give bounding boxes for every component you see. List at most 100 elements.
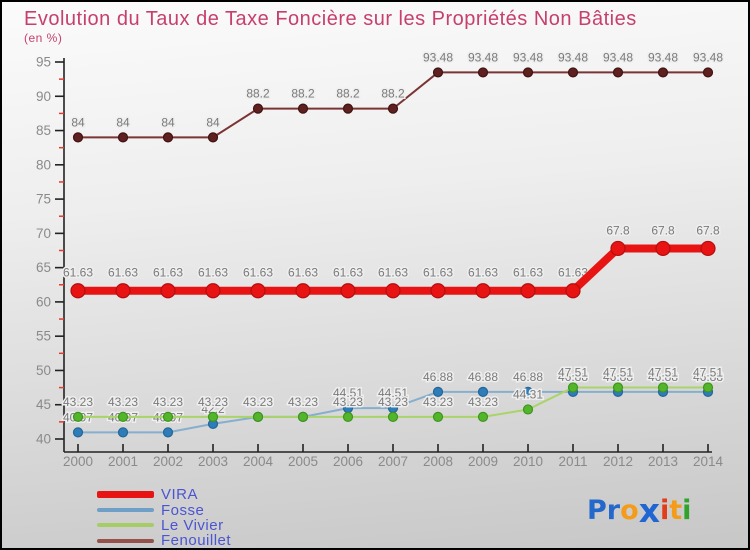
data-point-marker (70, 283, 86, 299)
legend-label: VIRA (161, 486, 199, 504)
data-point-marker (297, 411, 309, 422)
x-axis-tick-label: 2011 (558, 454, 587, 469)
data-point-label: 47.51 (558, 366, 588, 380)
data-point-label: 61.63 (243, 266, 273, 280)
legend-item: Le Vivier (97, 518, 231, 533)
data-point-marker (432, 386, 444, 397)
chart-legend: VIRA Fosse Le Vivier Fenouillet (97, 486, 231, 548)
data-point-label: 88.2 (381, 87, 405, 101)
data-point-marker (700, 240, 716, 257)
logo-letter: x (638, 491, 660, 530)
data-point-marker (520, 283, 536, 299)
data-point-marker (250, 283, 266, 299)
data-point-label: 88.2 (246, 87, 270, 101)
data-point-marker (207, 132, 219, 143)
data-point-label: 46.88 (603, 370, 633, 384)
data-point-label: 84 (71, 115, 85, 129)
data-point-marker (612, 382, 624, 393)
data-point-marker (477, 411, 489, 422)
legend-swatch (97, 508, 154, 513)
data-point-label: 46.88 (468, 370, 498, 384)
series-fenouillet: 84 84 84 84 88.2 88.2 88.2 88.2 93.48 93.48 93.48 9… (70, 49, 725, 143)
data-point-marker (387, 411, 399, 422)
data-point-label: 61.63 (378, 266, 408, 280)
data-point-label: 84 (161, 115, 175, 129)
y-axis-tick-label: 50 (36, 363, 51, 378)
data-point-marker (117, 427, 129, 438)
x-axis-tick-label: 2013 (648, 454, 678, 469)
data-point-label: 88.2 (336, 87, 360, 101)
data-point-label: 47.51 (603, 366, 633, 380)
data-point-marker (205, 283, 221, 299)
data-point-label: 46.88 (423, 370, 453, 384)
data-point-marker (72, 132, 84, 143)
data-point-label: 93.48 (693, 50, 723, 64)
legend-label: Fosse (161, 501, 205, 519)
data-point-label: 93.48 (513, 50, 543, 64)
data-point-label: 84 (206, 115, 220, 129)
data-point-label: 61.63 (288, 266, 318, 280)
data-point-label: 61.63 (558, 266, 588, 280)
data-point-marker (657, 67, 669, 78)
logo-letter: t (669, 495, 683, 526)
data-point-marker (387, 103, 399, 114)
x-axis-tick-label: 2010 (513, 454, 543, 469)
x-axis-tick-label: 2012 (603, 454, 633, 469)
data-point-label: 43.23 (243, 395, 273, 409)
data-point-label: 67.8 (696, 223, 720, 237)
data-point-marker (162, 427, 174, 438)
data-point-label: 43.23 (63, 395, 93, 409)
data-point-label: 44.51 (378, 386, 408, 400)
logo-letter: r (606, 495, 621, 526)
legend-item: Fosse (97, 501, 231, 519)
data-point-marker (567, 67, 579, 78)
data-point-marker (567, 382, 579, 393)
data-point-label: 61.63 (468, 266, 498, 280)
data-point-marker (252, 103, 264, 114)
data-point-marker (252, 411, 264, 422)
series-le-vivier: 43.23 43.23 43.23 43.23 43.23 43.23 43.23 43.23… (61, 364, 725, 422)
data-point-marker (207, 411, 219, 422)
legend-swatch (97, 538, 154, 543)
y-axis-tick-label: 40 (36, 432, 51, 447)
data-point-label: 44.31 (513, 387, 543, 401)
data-point-label: 93.48 (423, 50, 453, 64)
y-axis-tick-label: 45 (36, 397, 51, 412)
data-point-label: 46.88 (693, 370, 723, 384)
data-point-marker (522, 67, 534, 78)
proxiti-logo: Proxiti (587, 494, 691, 527)
data-point-marker (702, 67, 714, 78)
data-point-label: 67.8 (606, 223, 630, 237)
data-point-marker (340, 283, 356, 299)
data-point-label: 43.23 (378, 395, 408, 409)
x-axis-tick-label: 2001 (108, 454, 138, 469)
legend-item: Fenouillet (97, 533, 231, 548)
data-point-label: 88.2 (291, 87, 315, 101)
data-point-marker (72, 411, 84, 422)
legend-swatch (97, 491, 154, 499)
data-point-label: 61.63 (333, 266, 363, 280)
data-point-label: 47.51 (693, 366, 723, 380)
data-point-label: 67.8 (651, 223, 675, 237)
data-point-label: 61.63 (513, 266, 543, 280)
data-point-marker (115, 283, 131, 299)
y-axis-tick-label: 95 (36, 55, 51, 70)
data-point-marker (655, 240, 671, 257)
data-point-label: 61.63 (423, 266, 453, 280)
data-point-label: 43.23 (288, 395, 318, 409)
data-point-label: 61.63 (108, 266, 138, 280)
data-point-label: 44.51 (333, 386, 363, 400)
data-point-label: 93.48 (648, 50, 678, 64)
data-point-marker (342, 411, 354, 422)
data-point-label: 42.2 (201, 402, 225, 416)
data-point-label: 43.23 (243, 395, 273, 409)
logo-letter: i (659, 495, 670, 526)
data-point-marker (72, 427, 84, 438)
x-axis-tick-label: 2014 (693, 454, 724, 469)
data-point-marker (610, 240, 626, 257)
x-axis-tick-label: 2005 (288, 454, 318, 469)
page-title: Evolution du Taux de Taxe Foncière sur l… (24, 8, 637, 30)
data-point-marker (432, 67, 444, 78)
